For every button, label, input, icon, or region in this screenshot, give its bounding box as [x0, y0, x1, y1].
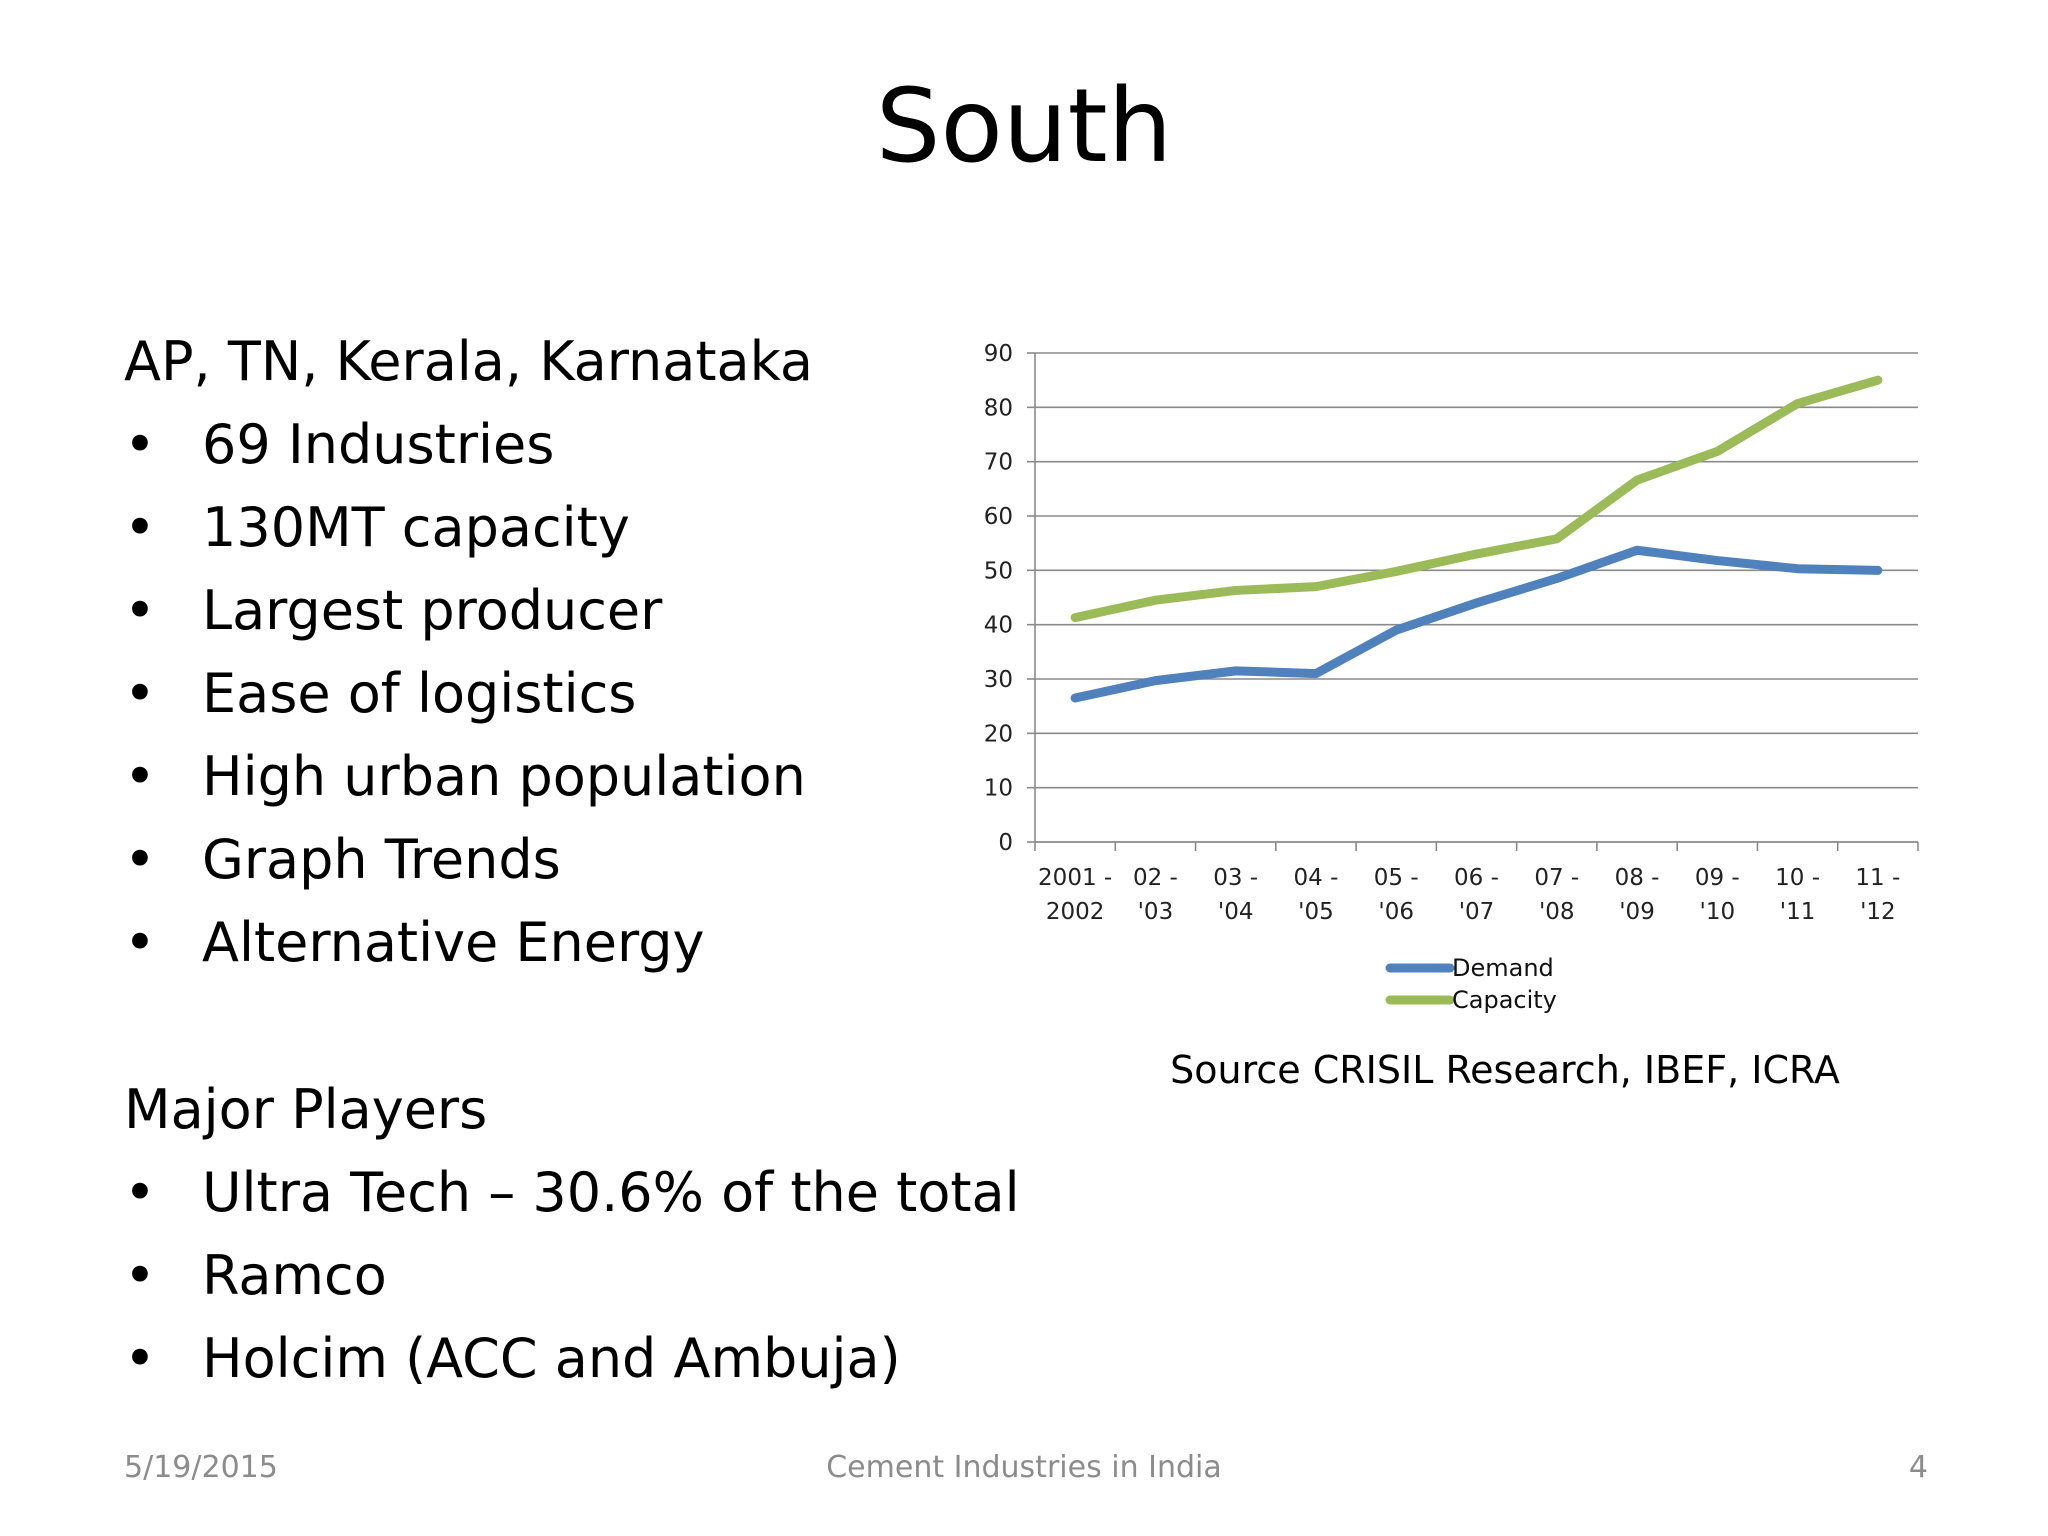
y-tick-label: 30: [984, 667, 1013, 693]
bullet-text: Ease of logistics: [202, 662, 637, 725]
footer-date: 5/19/2015: [124, 1450, 278, 1485]
region-block: AP, TN, Kerala, Karnataka • 69 Industries…: [124, 320, 1004, 984]
region-bullet: • Graph Trends: [124, 818, 1004, 901]
region-bullet: • Largest producer: [124, 569, 1004, 652]
bullet-text: Graph Trends: [202, 828, 561, 891]
y-tick-label: 90: [984, 341, 1013, 367]
legend-label-demand: Demand: [1452, 954, 1554, 982]
bullet-dot: •: [124, 1327, 156, 1390]
x-tick-label: '06: [1378, 899, 1414, 925]
bullet-text: Largest producer: [202, 579, 663, 642]
x-tick-label: 05 -: [1374, 865, 1419, 891]
bullet-dot: •: [124, 1244, 156, 1307]
x-tick-label: '10: [1700, 899, 1736, 925]
x-tick-label: '07: [1459, 899, 1495, 925]
bullet-dot: •: [124, 911, 156, 974]
players-bullet: • Ultra Tech – 30.6% of the total: [124, 1151, 1020, 1234]
y-tick-label: 80: [984, 395, 1013, 421]
y-tick-label: 40: [984, 613, 1013, 639]
footer-page-number: 4: [1908, 1450, 1928, 1485]
x-tick-label: 03 -: [1213, 865, 1258, 891]
bullet-dot: •: [124, 828, 156, 891]
bullet-dot: •: [124, 579, 156, 642]
y-tick-label: 70: [984, 450, 1013, 476]
x-tick-label: '08: [1539, 899, 1575, 925]
x-tick-label: 06 -: [1454, 865, 1499, 891]
x-tick-label: '12: [1860, 899, 1896, 925]
players-bullet: • Holcim (ACC and Ambuja): [124, 1317, 1004, 1400]
region-bullet: • 69 Industries: [124, 403, 1004, 486]
x-tick-label: 02 -: [1133, 865, 1178, 891]
region-heading: AP, TN, Kerala, Karnataka: [124, 330, 814, 393]
x-tick-label: 09 -: [1695, 865, 1740, 891]
region-bullet: • 130MT capacity: [124, 486, 1004, 569]
y-tick-label: 10: [984, 776, 1013, 802]
x-tick-label: 10 -: [1775, 865, 1820, 891]
y-tick-label: 50: [984, 558, 1013, 584]
demand-capacity-chart: 0 10 20 30 40 50 60 70 80 90 2001 - 2002 02 - '03 03 -…: [950, 330, 1950, 1050]
region-bullet: • High urban population: [124, 735, 1004, 818]
x-tick-label: '03: [1138, 899, 1174, 925]
x-tick-label: '11: [1780, 899, 1816, 925]
bullet-text: 130MT capacity: [202, 496, 630, 559]
x-tick-label: 11 -: [1855, 865, 1900, 891]
bullet-dot: •: [124, 496, 156, 559]
footer-title: Cement Industries in India: [826, 1450, 1222, 1485]
source-note: Source CRISIL Research, IBEF, ICRA: [1170, 1048, 1840, 1092]
bullet-text: High urban population: [202, 745, 806, 808]
y-tick-label: 0: [998, 830, 1013, 856]
region-bullet: • Ease of logistics: [124, 652, 1004, 735]
series-line-demand: [1070, 545, 1883, 703]
x-tick-label: '09: [1619, 899, 1655, 925]
legend-label-capacity: Capacity: [1452, 986, 1557, 1014]
bullet-text: Ramco: [202, 1244, 387, 1307]
bullet-dot: •: [124, 662, 156, 725]
x-tick-label: 2002: [1046, 899, 1105, 925]
bullet-dot: •: [124, 745, 156, 808]
x-tick-label: 08 -: [1615, 865, 1660, 891]
chart-svg: 0 10 20 30 40 50 60 70 80 90 2001 - 2002 02 - '03 03 -…: [984, 341, 1919, 1014]
bullet-text: Ultra Tech – 30.6% of the total: [202, 1161, 1020, 1224]
players-block: Major Players • Ultra Tech – 30.6% of the…: [124, 1068, 1020, 1400]
slide-title: South: [875, 67, 1173, 186]
series-line-capacity: [1070, 375, 1883, 623]
bullet-dot: •: [124, 413, 156, 476]
players-bullet: • Ramco: [124, 1234, 1004, 1317]
x-tick-label: 2001 -: [1038, 865, 1112, 891]
y-tick-label: 60: [984, 504, 1013, 530]
bullet-text: 69 Industries: [202, 413, 555, 476]
region-bullet: • Alternative Energy: [124, 901, 1004, 984]
x-tick-label: '04: [1218, 899, 1254, 925]
x-tick-label: 07 -: [1534, 865, 1579, 891]
y-tick-label: 20: [984, 721, 1013, 747]
players-heading: Major Players: [124, 1078, 488, 1141]
x-tick-label: '05: [1298, 899, 1334, 925]
bullet-dot: •: [124, 1161, 156, 1224]
bullet-text: Alternative Energy: [202, 911, 705, 974]
bullet-text: Holcim (ACC and Ambuja): [202, 1327, 901, 1390]
x-tick-label: 04 -: [1294, 865, 1339, 891]
